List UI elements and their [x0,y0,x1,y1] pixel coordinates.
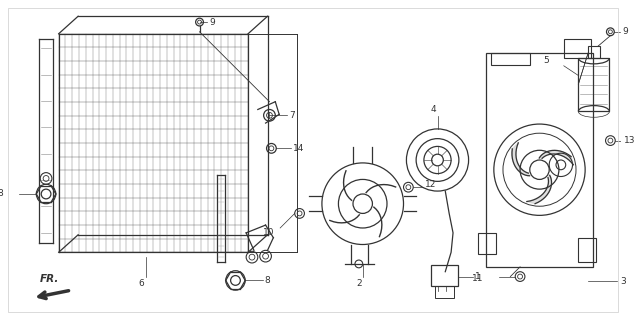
Text: 11: 11 [472,274,483,283]
Text: 7: 7 [289,111,295,120]
Text: 14: 14 [293,144,304,153]
Text: FR.: FR. [41,274,60,284]
Text: 1: 1 [476,272,481,281]
Polygon shape [512,143,529,176]
Bar [430,265,458,286]
Bar [564,39,591,58]
Polygon shape [539,150,573,165]
Bar [578,238,596,262]
Text: 9: 9 [622,27,628,36]
Text: 2: 2 [356,279,361,288]
Text: 4: 4 [431,105,436,114]
Bar [478,233,496,254]
Polygon shape [527,175,552,204]
Text: 8: 8 [0,189,3,198]
Text: 10: 10 [262,228,274,237]
Text: 3: 3 [620,277,626,286]
Bar [588,46,600,58]
Text: 8: 8 [264,276,270,285]
Bar [578,58,609,111]
Text: 6: 6 [138,279,144,288]
Text: 5: 5 [543,56,549,65]
Bar [434,286,454,298]
Text: 12: 12 [425,180,436,189]
Text: 13: 13 [624,136,634,145]
Bar [491,53,530,65]
Bar [486,53,593,267]
Text: 9: 9 [209,18,215,27]
